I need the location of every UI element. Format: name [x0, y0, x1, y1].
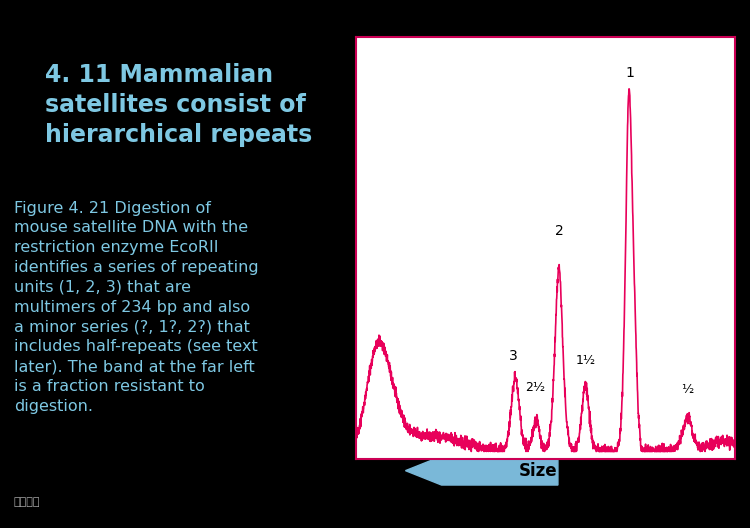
Text: 2: 2 — [554, 224, 563, 238]
Text: ½: ½ — [682, 383, 694, 396]
Text: 清華大學: 清華大學 — [13, 497, 40, 507]
Text: Size: Size — [518, 461, 557, 479]
FancyArrow shape — [406, 456, 558, 485]
Text: Figure 4. 21 Digestion of
mouse satellite DNA with the
restriction enzyme EcoRII: Figure 4. 21 Digestion of mouse satellit… — [13, 201, 259, 413]
Text: 3: 3 — [509, 348, 518, 363]
Text: 1½: 1½ — [575, 354, 596, 366]
Text: 1: 1 — [626, 67, 634, 80]
Text: 4. 11 Mammalian
satellites consist of
hierarchical repeats: 4. 11 Mammalian satellites consist of hi… — [45, 63, 312, 147]
Text: 2½: 2½ — [525, 381, 545, 394]
